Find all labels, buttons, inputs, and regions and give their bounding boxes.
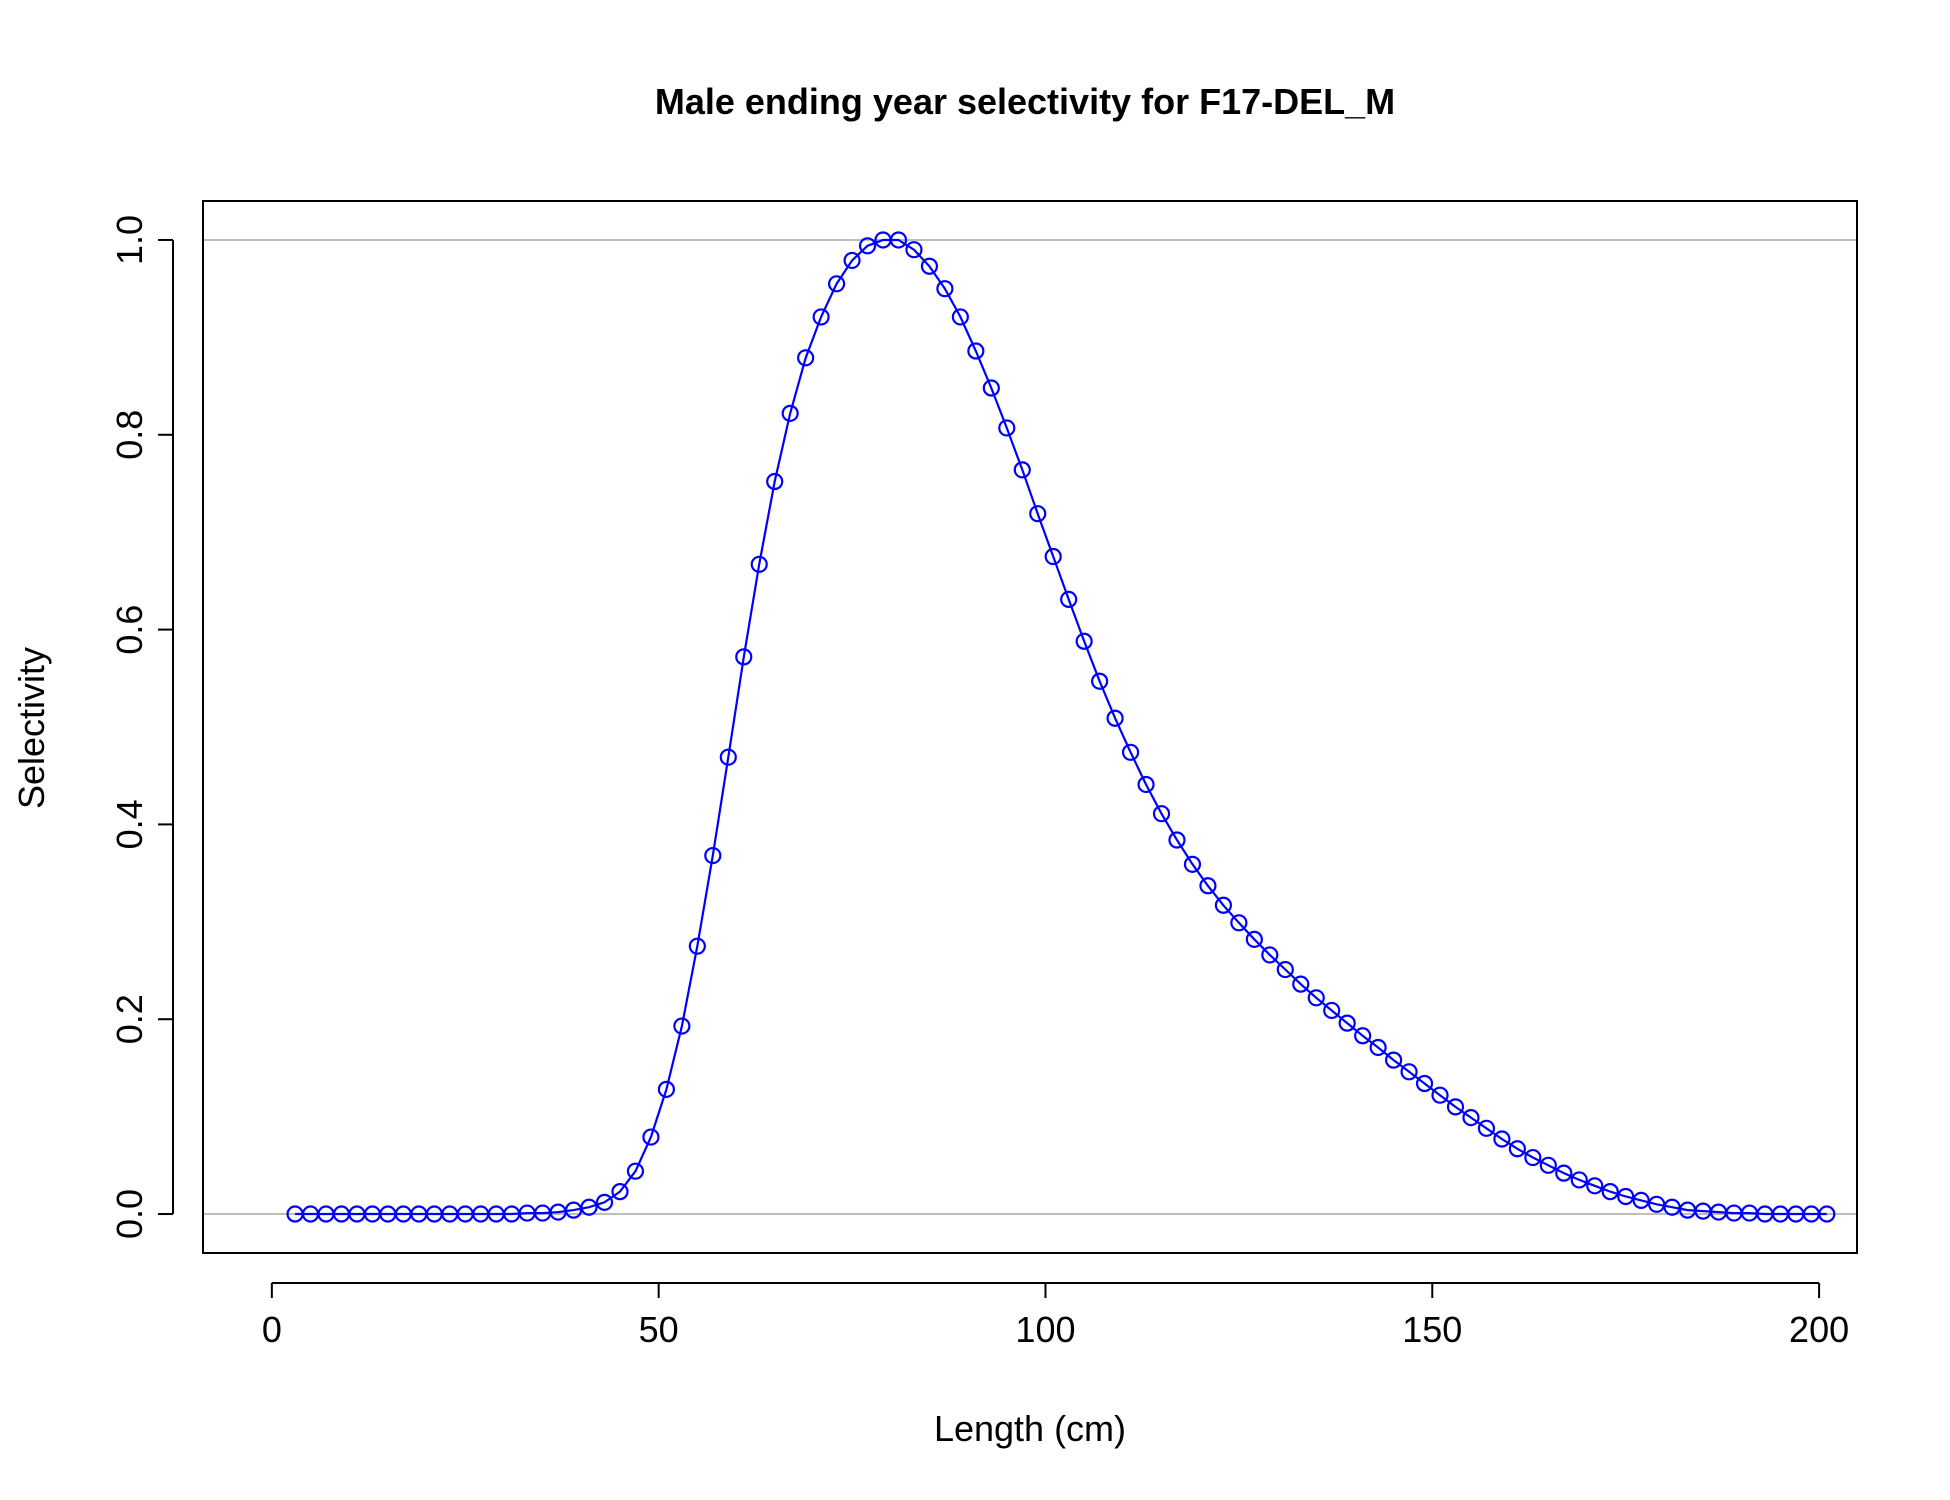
data-point [1462,1109,1480,1127]
x-tick-label: 200 [1789,1309,1849,1350]
data-point [626,1162,645,1180]
data-point [1555,1164,1573,1182]
data-point [766,472,784,491]
data-point [595,1193,614,1211]
data-point [1152,805,1171,823]
data-point [657,1080,675,1098]
reference-lines [203,238,1857,1216]
x-tick-label: 100 [1015,1309,1075,1350]
data-point [858,237,877,255]
data-point [1121,743,1140,761]
data-point [1060,590,1078,608]
data-point [1292,975,1310,993]
data-point [1539,1156,1557,1174]
data-point [1183,855,1202,873]
data-point [797,349,815,367]
data-point [1632,1191,1650,1210]
data-point [1013,461,1031,479]
y-tick-label: 0.4 [109,799,150,849]
data-point [688,937,706,955]
data-point [1137,775,1155,794]
x-axis: 0 50 100 150 200 [262,1282,1849,1350]
data-point [704,846,722,865]
data-point [936,280,954,298]
data-point [750,555,768,573]
data-point [1493,1130,1511,1148]
data-point [1307,989,1325,1007]
data-point [1338,1014,1356,1032]
data-point [781,404,799,422]
plot-frame [202,200,1858,1254]
y-tick-label: 0.6 [109,605,150,655]
data-point [1477,1119,1496,1137]
data-point [1508,1140,1526,1158]
chart-title: Male ending year selectivity for F17-DEL… [655,81,1395,122]
data-point [1570,1171,1588,1189]
data-point [1323,1001,1341,1020]
data-point [1276,960,1294,979]
data-point [1415,1074,1434,1093]
x-tick-label: 50 [639,1309,679,1350]
data-point [1524,1148,1542,1167]
y-tick-label: 0.2 [109,994,150,1044]
data-point [1044,547,1062,566]
y-axis: 0.0 0.2 0.4 0.6 0.8 1.0 [109,215,174,1239]
selectivity-series [286,231,1836,1223]
data-point [998,419,1016,437]
y-tick-label: 1.0 [109,215,150,265]
data-point [1075,632,1093,650]
data-point [982,379,1000,397]
data-point [1431,1086,1449,1104]
data-point [611,1183,629,1201]
data-point [951,308,969,326]
data-point [1091,672,1109,690]
data-point [735,648,753,666]
y-tick-label: 0.8 [109,410,150,460]
data-point [843,251,861,270]
data-point [642,1128,660,1146]
y-axis-label: Selectivity [11,647,52,809]
data-point [1369,1038,1387,1057]
data-point [1617,1187,1635,1206]
data-point [920,257,939,275]
data-point [812,308,830,326]
data-point [1385,1051,1403,1069]
x-axis-label: Length (cm) [934,1408,1126,1449]
y-tick-label: 0.0 [109,1189,150,1239]
data-point [1214,896,1233,914]
data-point [905,241,923,259]
data-point [1818,1205,1836,1223]
data-point [967,342,985,360]
data-point [1230,914,1248,932]
x-tick-label: 0 [262,1309,282,1350]
x-tick-label: 150 [1402,1309,1462,1350]
data-point [1586,1177,1604,1195]
data-point [1446,1098,1465,1116]
data-point [1601,1183,1619,1201]
data-point [1106,709,1124,727]
data-point [889,231,908,249]
data-point [1354,1027,1372,1045]
data-point [1029,505,1047,523]
series-line [295,238,1827,1216]
data-point [719,748,737,766]
data-point [580,1198,598,1216]
data-point [1245,930,1263,948]
data-point [1400,1063,1418,1081]
data-point [1168,831,1186,849]
data-point [673,1017,691,1035]
data-point [1199,877,1217,895]
data-point [1261,946,1279,964]
data-point [827,275,846,293]
